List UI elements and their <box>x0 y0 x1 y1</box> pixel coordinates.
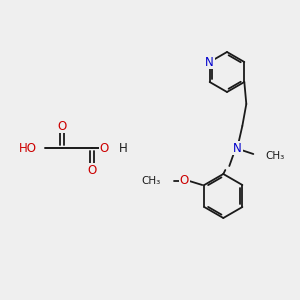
Text: CH₃: CH₃ <box>141 176 160 186</box>
Text: O: O <box>180 175 189 188</box>
Text: O: O <box>87 164 97 176</box>
Text: CH₃: CH₃ <box>265 151 285 161</box>
Text: O: O <box>57 119 67 133</box>
Text: H: H <box>119 142 128 154</box>
Text: O: O <box>100 142 109 154</box>
Text: N: N <box>205 56 214 68</box>
Text: N: N <box>233 142 242 154</box>
Text: HO: HO <box>19 142 37 154</box>
